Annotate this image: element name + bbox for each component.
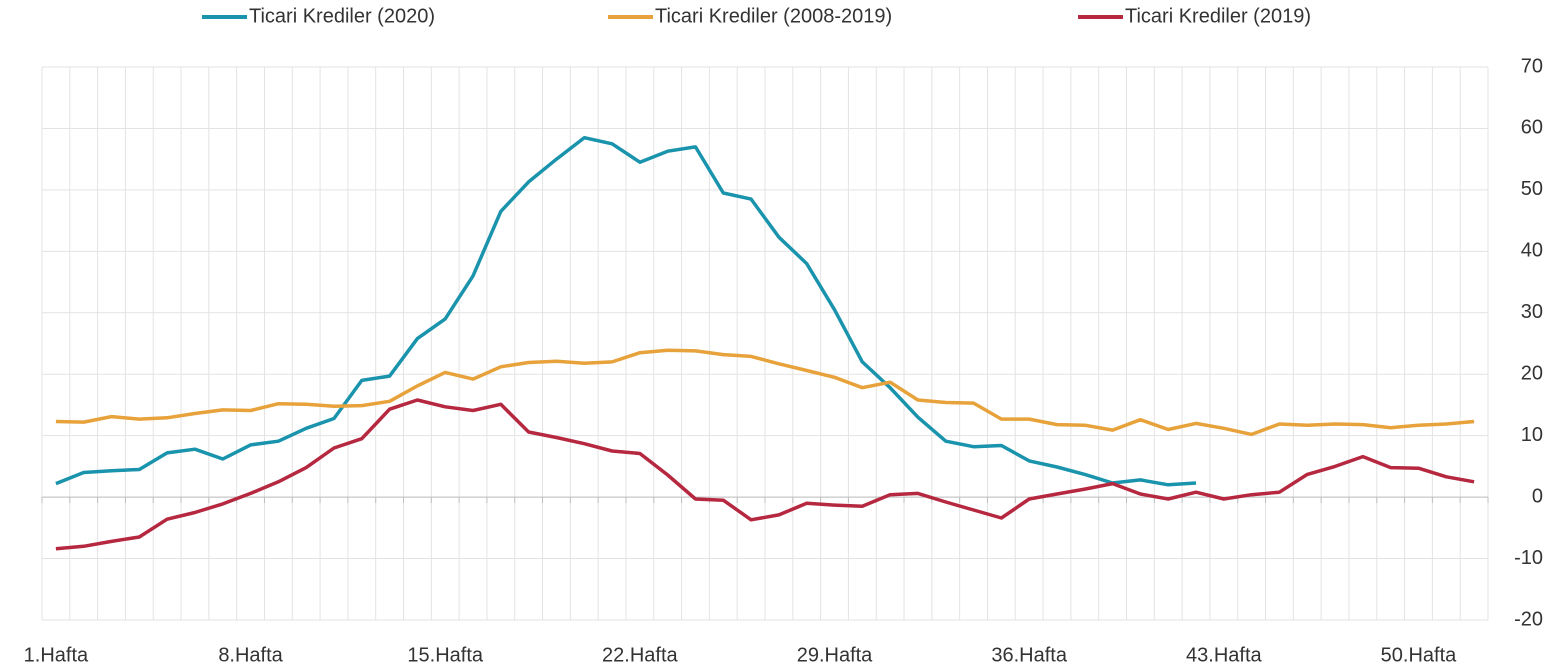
x-tick-label: 29.Hafta [797, 644, 873, 666]
x-tick-label: 8.Hafta [218, 644, 283, 666]
line-series [55, 135, 1197, 487]
x-tick-label: 43.Hafta [1186, 644, 1262, 666]
line-series [55, 398, 1475, 551]
legend-label: Ticari Krediler (2019) [1125, 5, 1311, 27]
y-tick-label: 60 [1521, 117, 1543, 139]
x-tick-label: 22.Hafta [602, 644, 678, 666]
y-tick-label: 10 [1521, 424, 1543, 446]
x-tick-label: 15.Hafta [407, 644, 483, 666]
x-tick-label: 50.Hafta [1381, 644, 1457, 666]
y-tick-label: 0 [1532, 485, 1543, 507]
x-tick-label: 36.Hafta [991, 644, 1067, 666]
y-tick-label: 40 [1521, 240, 1543, 262]
legend-label: Ticari Krediler (2008-2019) [655, 5, 892, 27]
y-tick-label: 50 [1521, 178, 1543, 200]
y-tick-label: -20 [1514, 608, 1543, 630]
y-tick-label: -10 [1514, 547, 1543, 569]
line-series [55, 348, 1475, 437]
y-tick-label: 30 [1521, 301, 1543, 323]
y-tick-label: 20 [1521, 363, 1543, 385]
legend-label: Ticari Krediler (2020) [249, 5, 435, 27]
x-tick-label: 1.Hafta [24, 644, 89, 666]
y-tick-label: 70 [1521, 55, 1543, 77]
